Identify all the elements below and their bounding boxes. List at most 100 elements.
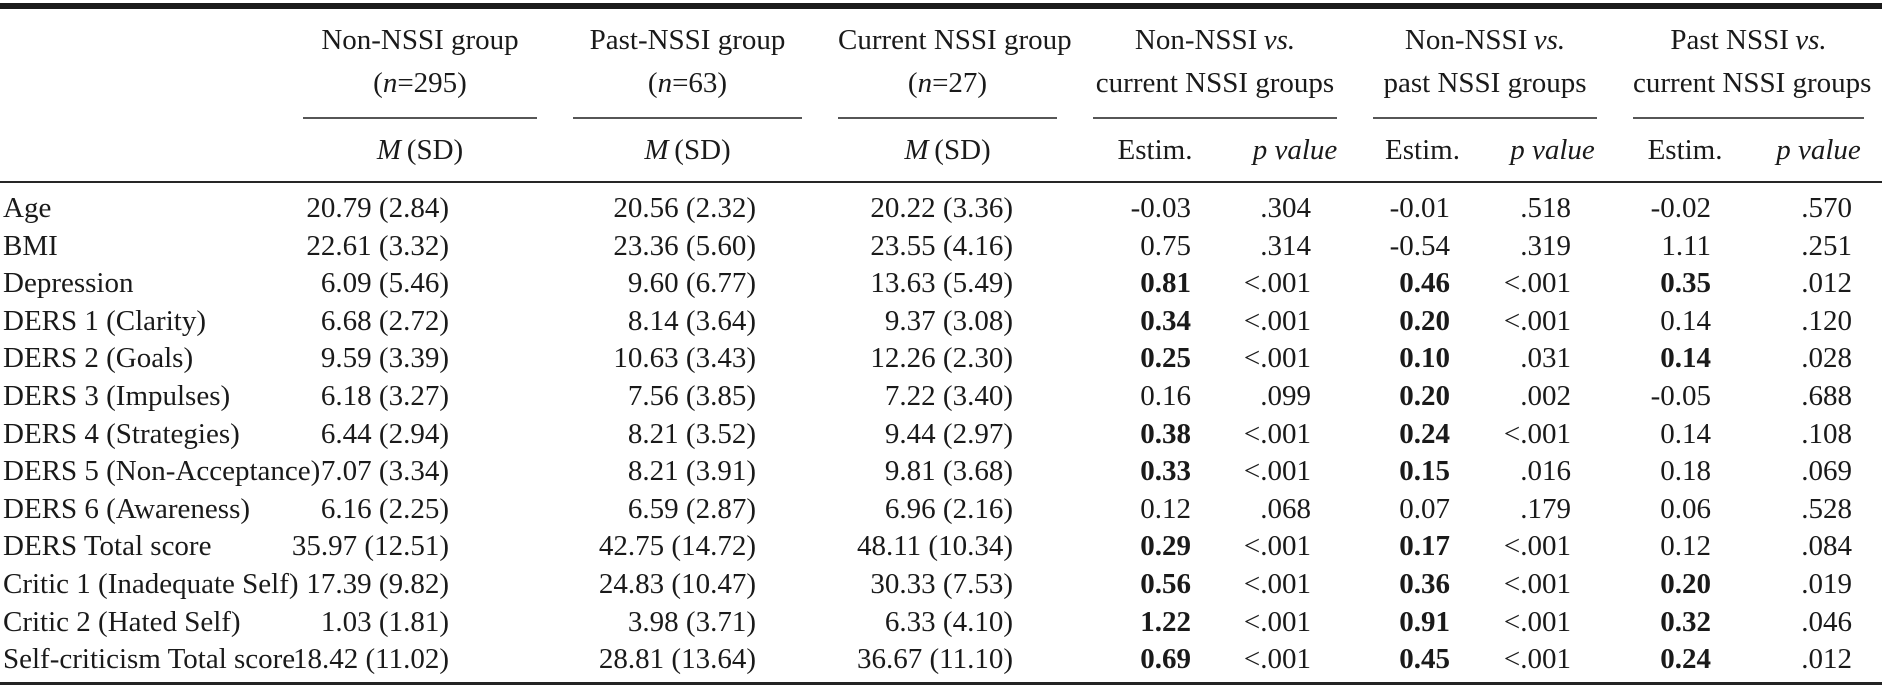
p-value-non-vs-past: <.001 xyxy=(1503,417,1572,450)
mean-sd-past-nssi: 9.60 (6.77) xyxy=(627,267,756,300)
p-value-non-vs-current: .099 xyxy=(1260,379,1312,412)
mean-sd-non-nssi: 7.07 (3.34) xyxy=(320,455,449,488)
p-value-non-vs-past: .319 xyxy=(1520,229,1572,262)
p-value-past-vs-current: .570 xyxy=(1801,192,1853,224)
mean-sd-non-nssi: 18.42 (11.02) xyxy=(293,643,449,676)
mean-sd-current-nssi: 23.55 (4.16) xyxy=(870,229,1013,262)
p-value-header: p value xyxy=(1490,119,1616,183)
p-value-non-vs-current: <.001 xyxy=(1243,530,1312,563)
estimate-non-vs-current: 0.38 xyxy=(1140,417,1191,450)
mean-sd-non-nssi: 6.68 (2.72) xyxy=(320,304,449,337)
p-value-past-vs-current: .251 xyxy=(1801,229,1853,262)
row-label: Depression xyxy=(3,267,134,300)
comparison-title-line1: Non-NSSI vs. xyxy=(1134,24,1296,56)
mean-sd-past-nssi: 7.56 (3.85) xyxy=(627,379,756,412)
mean-sd-non-nssi: 17.39 (9.82) xyxy=(306,567,449,600)
mean-sd-non-nssi: 6.09 (5.46) xyxy=(320,267,449,300)
p-value-non-vs-current: <.001 xyxy=(1243,417,1312,450)
group-title: Current NSSI group xyxy=(838,24,1072,56)
row-label: BMI xyxy=(3,229,58,262)
table-row: Depression 6.09 (5.46) 9.60 (6.77) 13.63… xyxy=(0,265,1882,303)
p-value-past-vs-current: .108 xyxy=(1801,417,1853,450)
p-value-past-vs-current: .084 xyxy=(1801,530,1853,563)
estimate-non-vs-current: 0.16 xyxy=(1140,379,1191,412)
mean-sd-non-nssi: 9.59 (3.39) xyxy=(320,342,449,375)
estimate-past-vs-current: 0.14 xyxy=(1660,304,1712,337)
col-header-non-vs-past: Non-NSSI vs. past NSSI groups xyxy=(1355,6,1615,119)
p-value-past-vs-current: .028 xyxy=(1801,342,1853,375)
mean-sd-non-nssi: 35.97 (12.51) xyxy=(291,530,449,563)
p-value-non-vs-past: .016 xyxy=(1520,455,1572,488)
p-value-non-vs-past: <.001 xyxy=(1503,304,1572,337)
p-value-past-vs-current: .046 xyxy=(1801,605,1853,638)
mean-sd-current-nssi: 6.33 (4.10) xyxy=(884,605,1013,638)
mean-sd-current-nssi: 48.11 (10.34) xyxy=(857,530,1013,563)
comparison-title-line2: current NSSI groups xyxy=(1633,67,1872,99)
row-label: Self-criticism Total score xyxy=(3,643,296,676)
p-value-non-vs-current: .314 xyxy=(1260,229,1312,262)
estimate-header: Estim. xyxy=(1075,119,1235,183)
mean-sd-current-nssi: 9.81 (3.68) xyxy=(884,455,1013,488)
estimate-non-vs-past: 0.45 xyxy=(1399,643,1451,676)
p-value-past-vs-current: .019 xyxy=(1801,567,1853,600)
p-value-past-vs-current: .069 xyxy=(1801,455,1853,488)
estimate-past-vs-current: 0.14 xyxy=(1660,342,1712,375)
estimate-past-vs-current: 0.32 xyxy=(1660,605,1712,638)
mean-sd-past-nssi: 3.98 (3.71) xyxy=(627,605,756,638)
mean-sd-current-nssi: 12.26 (2.30) xyxy=(870,342,1013,375)
mean-sd-past-nssi: 28.81 (13.64) xyxy=(598,643,756,676)
mean-sd-non-nssi: 20.79 (2.84) xyxy=(306,192,449,224)
estimate-non-vs-current: 0.29 xyxy=(1140,530,1191,563)
estimate-non-vs-past: 0.20 xyxy=(1399,379,1451,412)
comparison-title-line2: current NSSI groups xyxy=(1095,67,1335,99)
comparison-title-line1: Non-NSSI vs. xyxy=(1404,24,1566,56)
estimate-non-vs-current: 0.25 xyxy=(1140,342,1191,375)
table-row: DERS 4 (Strategies) 6.44 (2.94) 8.21 (3.… xyxy=(0,416,1882,454)
estimate-non-vs-past: 0.10 xyxy=(1399,342,1451,375)
mean-sd-past-nssi: 8.21 (3.91) xyxy=(627,455,756,488)
comparison-title-line2: past NSSI groups xyxy=(1383,67,1587,99)
mean-sd-past-nssi: 24.83 (10.47) xyxy=(598,567,756,600)
p-value-non-vs-current: <.001 xyxy=(1243,267,1312,300)
estimate-header: Estim. xyxy=(1355,119,1491,183)
p-value-past-vs-current: .688 xyxy=(1801,379,1853,412)
table-header: Non-NSSI group (n=295) Past-NSSI group (… xyxy=(0,6,1882,183)
corner-cell xyxy=(0,6,285,119)
estimate-past-vs-current: 0.14 xyxy=(1660,417,1712,450)
estimate-non-vs-current: -0.03 xyxy=(1130,192,1191,224)
group-n: (n=63) xyxy=(647,67,728,99)
mean-sd-current-nssi: 9.37 (3.08) xyxy=(884,304,1013,337)
table-row: DERS 3 (Impulses) 6.18 (3.27) 7.56 (3.85… xyxy=(0,378,1882,416)
estimate-non-vs-past: 0.46 xyxy=(1399,267,1451,300)
estimate-non-vs-current: 0.34 xyxy=(1140,304,1191,337)
mean-sd-current-nssi: 20.22 (3.36) xyxy=(870,192,1013,224)
estimate-past-vs-current: 1.11 xyxy=(1661,229,1712,262)
estimate-non-vs-current: 1.22 xyxy=(1140,605,1191,638)
row-label: DERS 4 (Strategies) xyxy=(3,417,240,450)
estimate-past-vs-current: -0.02 xyxy=(1650,192,1712,224)
row-label: DERS 3 (Impulses) xyxy=(3,379,231,412)
estimate-non-vs-past: 0.20 xyxy=(1399,304,1451,337)
group-title: Past-NSSI group xyxy=(589,24,786,56)
table-row: BMI 22.61 (3.32) 23.36 (5.60) 23.55 (4.1… xyxy=(0,228,1882,266)
mean-sd-past-nssi: 8.21 (3.52) xyxy=(627,417,756,450)
row-label: DERS 6 (Awareness) xyxy=(3,492,251,525)
comparison-title-line1: Past NSSI vs. xyxy=(1670,24,1827,56)
estimate-past-vs-current: 0.20 xyxy=(1660,567,1712,600)
p-value-non-vs-past: <.001 xyxy=(1503,530,1572,563)
p-value-header: p value xyxy=(1755,119,1882,183)
estimate-non-vs-past: 0.07 xyxy=(1399,492,1451,525)
mean-sd-past-nssi: 42.75 (14.72) xyxy=(598,530,756,563)
table-row: Critic 2 (Hated Self) 1.03 (1.81) 3.98 (… xyxy=(0,604,1882,642)
mean-sd-current-nssi: 13.63 (5.49) xyxy=(870,267,1013,300)
row-label: DERS Total score xyxy=(3,530,212,563)
p-value-non-vs-past: .031 xyxy=(1520,342,1572,375)
estimate-header: Estim. xyxy=(1615,119,1756,183)
group-n: (n=295) xyxy=(373,67,467,99)
mean-sd-past-nssi: 10.63 (3.43) xyxy=(613,342,756,375)
estimate-non-vs-past: -0.54 xyxy=(1389,229,1451,262)
row-label: DERS 2 (Goals) xyxy=(3,342,194,375)
mean-sd-non-nssi: 6.44 (2.94) xyxy=(320,417,449,450)
p-value-non-vs-past: <.001 xyxy=(1503,605,1572,638)
